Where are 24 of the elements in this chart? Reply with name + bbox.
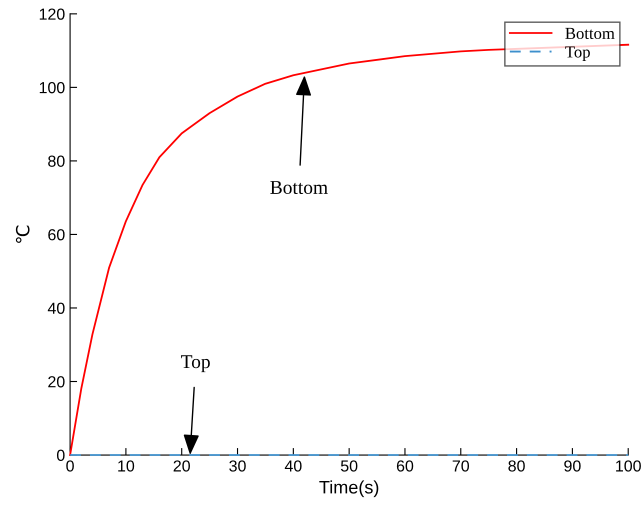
y-tick-label: 60 bbox=[48, 229, 65, 240]
x-tick-label: 80 bbox=[508, 460, 525, 472]
y-tick-label: 0 bbox=[56, 450, 65, 461]
y-axis-title: ℃ bbox=[16, 226, 30, 243]
x-tick-label: 0 bbox=[66, 460, 74, 472]
annotation: Top bbox=[181, 355, 210, 372]
x-tick-label: 10 bbox=[118, 460, 134, 472]
x-tick-label: 20 bbox=[174, 460, 190, 472]
x-tick-label: 90 bbox=[564, 460, 581, 472]
y-tick-label: 20 bbox=[48, 376, 65, 388]
legend-label: Top bbox=[565, 46, 590, 61]
x-tick-label: 70 bbox=[452, 460, 470, 472]
x-tick-label: 50 bbox=[340, 460, 358, 472]
x-tick-label: 60 bbox=[396, 460, 414, 472]
annotation: Bottom bbox=[270, 181, 328, 194]
legend-label: Bottom bbox=[565, 28, 615, 40]
y-tick-label: 80 bbox=[48, 156, 65, 167]
y-tick-label: 40 bbox=[48, 302, 65, 314]
x-axis-title: Time(s) bbox=[319, 480, 378, 498]
y-tick-label: 120 bbox=[40, 8, 65, 20]
x-tick-label: 40 bbox=[284, 460, 302, 472]
y-tick-label: 100 bbox=[40, 82, 65, 94]
x-tick-label: 30 bbox=[229, 460, 246, 472]
x-tick-label: 100 bbox=[616, 460, 641, 472]
